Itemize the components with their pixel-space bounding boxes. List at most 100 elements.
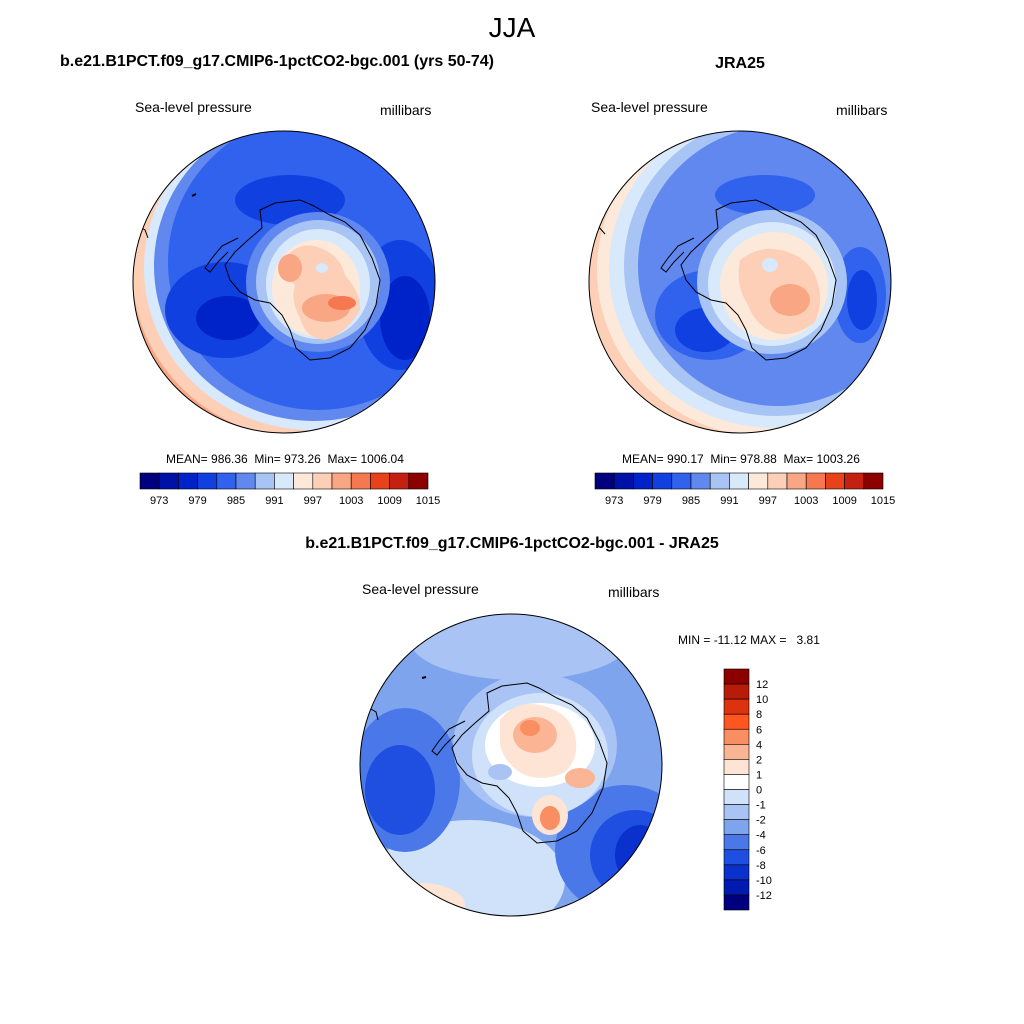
diff-max-value: 3.81 [796, 633, 820, 647]
model-colorbar-swatch [408, 472, 429, 490]
obs-colorbar-swatch [844, 472, 865, 490]
model-min-value: 973.26 [284, 452, 321, 466]
diff-colorbar-tick: 1 [756, 769, 762, 781]
model-stats: MEAN= 986.36 Min= 973.26 Max= 1006.04 [166, 452, 404, 466]
model-colorbar-swatch [370, 472, 390, 490]
obs-colorbar-tick: 985 [682, 495, 700, 507]
diff-colorbar-tick: -6 [756, 845, 766, 857]
obs-colorbar-swatch [613, 472, 634, 490]
model-colorbar-swatch [274, 472, 294, 490]
diff-colorbar-swatch [723, 759, 750, 775]
diff-colorbar-tick: -12 [756, 890, 772, 902]
diff-min-value: -11.12 [713, 633, 747, 647]
model-colorbar-tick: 1003 [339, 495, 363, 507]
page-title: JJA [488, 12, 536, 43]
model-variable-label: Sea-level pressure [135, 99, 252, 115]
model-colorbar-tick: 985 [227, 495, 245, 507]
model-colorbar-tick: 1009 [377, 495, 401, 507]
obs-colorbar-tick: 997 [759, 495, 777, 507]
diff-colorbar-swatch [723, 864, 750, 881]
obs-colorbar-swatch [690, 472, 711, 490]
obs-panel-title: JRA25 [715, 55, 765, 72]
diff-colorbar-swatch [723, 834, 750, 851]
diff-colorbar-tick: 8 [756, 709, 762, 721]
diff-colorbar-swatch [723, 713, 750, 730]
obs-mean-value: 990.17 [667, 452, 704, 466]
obs-colorbar-tick: 979 [643, 495, 661, 507]
obs-colorbar-tick: 973 [605, 495, 623, 507]
diff-map [359, 613, 663, 917]
model-colorbar-swatch [139, 472, 160, 490]
diff-colorbar-swatch [723, 804, 750, 820]
model-colorbar-tick: 973 [150, 495, 168, 507]
diff-colorbar-tick: -4 [756, 830, 766, 842]
diff-colorbar-swatch [723, 819, 750, 835]
obs-colorbar-swatch [767, 472, 788, 490]
diff-colorbar-swatch [723, 668, 750, 685]
diff-colorbar-swatch [723, 894, 750, 911]
obs-colorbar-swatch [652, 472, 673, 490]
model-units-label: millibars [380, 102, 432, 118]
diff-colorbar-tick: 2 [756, 754, 762, 766]
model-mean-value: 986.36 [211, 452, 248, 466]
model-max-value: 1006.04 [360, 452, 404, 466]
diff-colorbar-tick: 4 [756, 739, 762, 751]
obs-colorbar-swatch [729, 472, 749, 490]
model-colorbar-swatch [158, 472, 179, 490]
model-colorbar-swatch [216, 472, 237, 490]
diff-colorbar-swatch [723, 683, 750, 700]
obs-colorbar-swatch [633, 472, 653, 490]
obs-colorbar-tick: 1009 [832, 495, 856, 507]
model-colorbar-swatch [331, 472, 352, 490]
diff-colorbar-swatch [723, 698, 750, 715]
model-panel-title: b.e21.B1PCT.f09_g17.CMIP6-1pctCO2-bgc.00… [60, 53, 494, 70]
diff-colorbar-tick: 12 [756, 679, 768, 691]
obs-max-value: 1003.26 [816, 452, 860, 466]
obs-colorbar-tick: 1015 [871, 495, 895, 507]
model-colorbar-tick: 997 [304, 495, 322, 507]
diff-colorbar-swatch [723, 728, 750, 745]
diff-colorbar-swatch [723, 879, 750, 896]
diff-units-label: millibars [608, 584, 660, 600]
model-colorbar-tick: 1015 [416, 495, 440, 507]
diff-colorbar-tick: -10 [756, 875, 772, 887]
diff-colorbar-tick: -2 [756, 815, 766, 827]
model-colorbar-swatch [235, 472, 256, 490]
obs-stats: MEAN= 990.17 Min= 978.88 Max= 1003.26 [622, 452, 860, 466]
obs-variable-label: Sea-level pressure [591, 99, 708, 115]
obs-colorbar-swatch [594, 472, 615, 490]
model-colorbar-swatch [389, 472, 410, 490]
diff-colorbar-tick: 10 [756, 694, 768, 706]
diff-colorbar-swatch [723, 789, 750, 805]
obs-colorbar-swatch [748, 472, 769, 490]
model-colorbar-tick: 979 [188, 495, 206, 507]
model-colorbar-swatch [254, 472, 275, 490]
diff-colorbar-swatch [723, 744, 750, 760]
obs-colorbar-swatch [825, 472, 845, 490]
model-colorbar-swatch [312, 472, 333, 490]
obs-colorbar-swatch [709, 472, 730, 490]
diff-colorbar-tick: -1 [756, 800, 766, 812]
obs-colorbar-swatch [671, 472, 692, 490]
obs-colorbar: 973 979 985 991 997 1003 1009 1015 [594, 472, 895, 507]
diff-colorbar-tick: 0 [756, 785, 762, 797]
diff-colorbar-tick: 6 [756, 724, 762, 736]
diff-stats: MIN = -11.12 MAX = 3.81 [678, 633, 820, 647]
model-colorbar: 973 979 985 991 997 1003 1009 1015 [139, 472, 440, 507]
model-colorbar-swatch [197, 472, 218, 490]
obs-min-value: 978.88 [740, 452, 777, 466]
model-colorbar-swatch [178, 472, 198, 490]
obs-colorbar-tick: 1003 [794, 495, 818, 507]
model-colorbar-tick: 991 [265, 495, 283, 507]
obs-colorbar-tick: 991 [720, 495, 738, 507]
obs-map [588, 130, 892, 434]
diff-colorbar-swatch [723, 849, 750, 866]
obs-colorbar-swatch [786, 472, 807, 490]
diff-panel-title: b.e21.B1PCT.f09_g17.CMIP6-1pctCO2-bgc.00… [305, 535, 719, 552]
obs-units-label: millibars [836, 102, 888, 118]
diff-variable-label: Sea-level pressure [362, 581, 479, 597]
obs-colorbar-swatch [805, 472, 826, 490]
diff-colorbar-swatch [723, 774, 750, 790]
